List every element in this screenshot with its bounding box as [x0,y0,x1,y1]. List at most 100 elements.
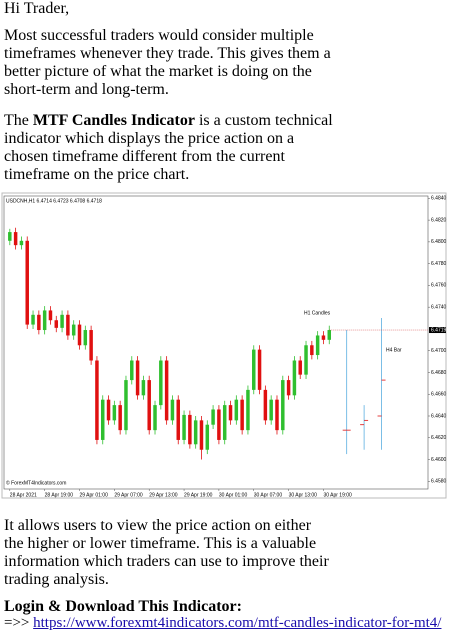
y-tick-label: 6.4760 [431,283,447,289]
x-tick-label: 29 Apr 07:00 [114,492,143,498]
text: is a custom technical [194,112,333,129]
candle-body [234,399,239,421]
text-line: timeframes whenever they trade. This giv… [4,45,331,62]
candle-body [124,380,128,431]
download-heading: Login & Download This Indicator: [4,598,242,615]
candle-body [217,409,221,440]
text-line: indicator which displays the price actio… [4,130,295,147]
x-tick-label: 30 Apr 19:00 [323,492,352,498]
candle-body [286,380,291,396]
text-line: It allows users to view the price action… [4,517,312,534]
candle-body [25,240,29,325]
greeting: Hi Trader, [4,0,70,17]
y-tick-label: 6.4680 [431,370,447,376]
candle-body [263,389,268,421]
candle-body [269,399,273,421]
candle-body [42,310,47,331]
text-line: chosen timeframe different from the curr… [4,148,285,165]
link-line: =>> https://www.forexmt4indicators.com/m… [4,614,441,632]
candle-body [164,360,169,421]
y-tick-label: 6.4600 [431,457,447,463]
candle-body [298,360,302,375]
x-tick-label: 30 Apr 01:00 [219,492,248,498]
candle-body [281,380,285,431]
chart-title: USDCNH,H1 6.4714 6.4723 6.4708 6.4718 [6,198,102,204]
candle-body [310,345,314,356]
candle-body [257,349,262,390]
y-tick-label: 6.4840 [431,196,447,202]
candle-body [106,399,111,421]
candle-body [135,360,140,396]
candle-body [112,405,117,421]
bold-text: MTF Candles Indicator [32,112,195,129]
candle-body [95,360,99,440]
y-tick-label: 6.4640 [431,413,447,419]
candle-body [170,399,175,421]
x-tick-label: 29 Apr 19:00 [184,492,213,498]
candle-body [37,314,41,331]
chart-frame [1,192,447,499]
text-line: information which traders can use to imp… [4,553,329,570]
text-line: The MTF Candles Indicator is a custom te… [4,112,333,130]
current-price-label: 6.4719 [431,327,447,333]
candle-body [118,405,122,431]
text-line: the higher or lower timeframe. This is a… [4,535,317,552]
annotation: H1 Candles [304,310,331,316]
candle-body [8,232,12,241]
candle-body [83,330,88,346]
candle-body [199,420,204,450]
x-tick-label: 30 Apr 13:00 [289,492,318,498]
candle-body [228,405,233,421]
text: The [4,112,33,129]
candle-body [31,314,35,325]
candle-body [182,414,186,440]
candle-body [159,360,163,406]
x-tick-label: 29 Apr 01:00 [80,492,109,498]
text-line: Most successful traders would consider m… [4,27,314,44]
text-line: timeframe on the price chart. [4,166,190,183]
candle-body [240,399,244,431]
annotation: H4 Bar [386,347,402,353]
candle-body [66,314,70,336]
candle-body [130,360,134,381]
candle-body [327,330,332,340]
download-link[interactable]: https://www.forexmt4indicators.com/mtf-c… [33,615,442,631]
y-tick-label: 6.4820 [431,217,447,223]
watermark: © ForexMT4Indicators.com [6,479,66,486]
candle-body [211,409,215,425]
candle-body [89,330,93,361]
candle-body [60,314,64,328]
candle-body [13,232,18,246]
plot-area [3,195,429,490]
y-tick-label: 6.4740 [431,305,447,311]
candle-body [54,320,59,328]
candle-body [222,405,227,440]
candle-body [246,389,250,431]
candle-body [252,349,256,390]
candle-body [71,324,76,336]
candle-body [304,345,308,375]
candle-body [176,399,180,440]
candle-body [205,424,210,450]
text-line: trading analysis. [4,571,109,588]
text-line: short-term and long-term. [4,81,169,98]
y-tick-label: 6.4780 [431,261,447,267]
candle-body [147,380,151,431]
candle-body [141,380,146,396]
candle-body [275,399,279,431]
candle-body [315,335,320,356]
candle-body [292,360,297,396]
candle-body [153,405,157,431]
current-price-box [429,327,446,334]
x-tick-label: 30 Apr 07:00 [254,492,283,498]
candle-body [77,324,82,346]
y-tick-label: 6.4660 [431,392,447,398]
text-line: better picture of what the market is doi… [4,63,312,80]
candle-body [193,420,198,445]
candle-body [188,414,192,445]
y-tick-label: 6.4700 [431,348,447,354]
candle-body [48,310,53,321]
candle-body [321,335,326,340]
